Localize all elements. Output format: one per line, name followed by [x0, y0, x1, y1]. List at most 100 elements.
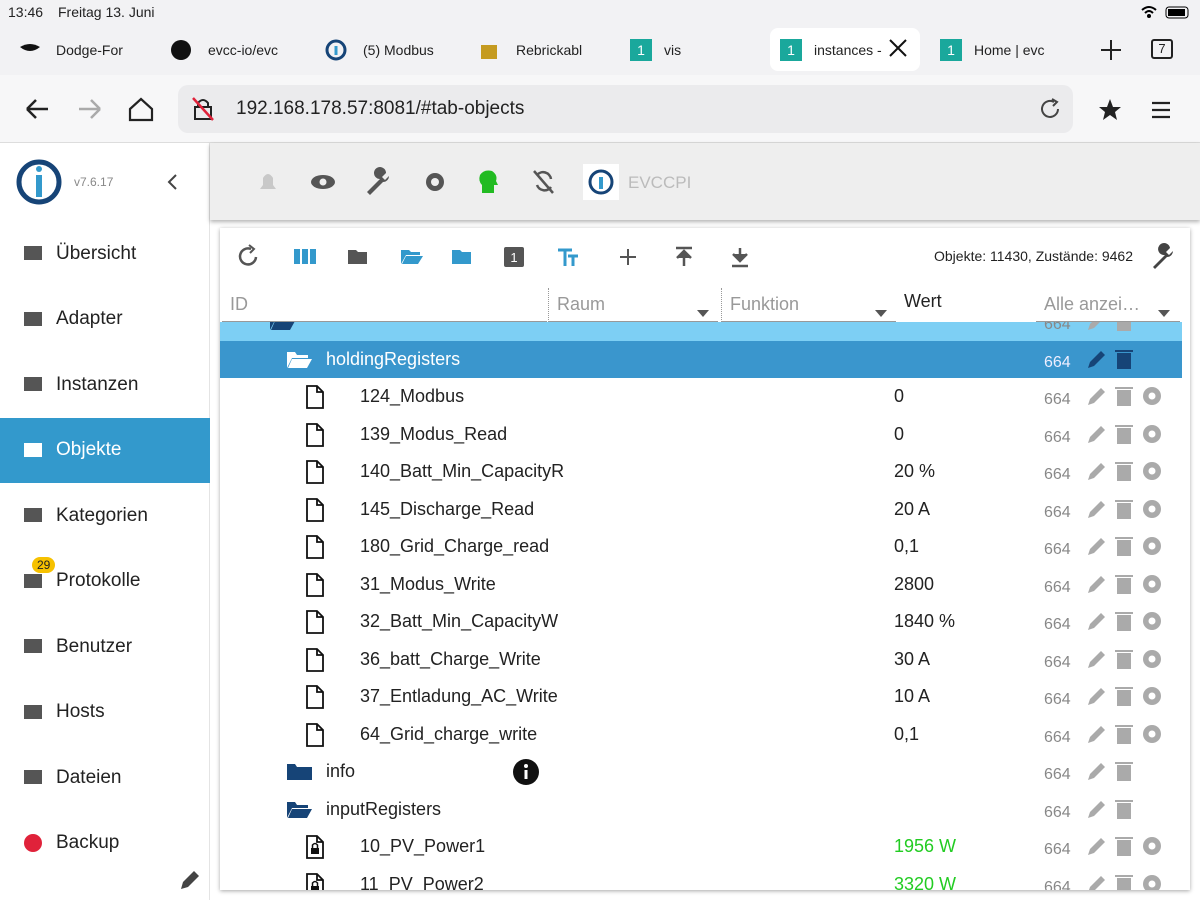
row-actions [1084, 834, 1164, 863]
nav-item[interactable]: Benutzer [0, 614, 210, 679]
row-actions [1084, 684, 1164, 713]
object-id: holdingRegisters [326, 349, 460, 370]
row-actions [1084, 872, 1164, 891]
tree-row[interactable]: 32_Batt_Min_CapacityW1840 %664 [220, 603, 1182, 641]
row-actions [1084, 797, 1164, 826]
status-icons [1140, 4, 1194, 20]
nav-icon [22, 440, 44, 466]
dropdown [875, 302, 887, 323]
object-value: 0 [894, 424, 904, 445]
tree-row[interactable]: 180_Grid_Charge_read0,1664 [220, 528, 1182, 566]
object-toolbar[interactable]: 1 [236, 244, 756, 270]
file-icon [304, 873, 332, 891]
nav-item[interactable]: Objekte [0, 418, 210, 483]
object-id: 10_PV_Power1 [360, 836, 485, 857]
nav-item[interactable]: Übersicht [0, 221, 210, 286]
object-tree: 664holdingRegisters664124_Modbus0664139_… [220, 322, 1182, 890]
object-value: 10 A [894, 686, 930, 707]
nav-item[interactable]: Backup [0, 811, 210, 876]
url-bar: 192.168.178.57:8081/#tab-objects [0, 75, 1200, 143]
object-id: 31_Modus_Write [360, 574, 496, 595]
folder-icon [286, 348, 314, 377]
toolbar-icons[interactable] [254, 167, 574, 197]
object-id: 37_Entladung_AC_Write [360, 686, 558, 707]
browser-tab[interactable]: 1vis [630, 28, 770, 71]
file-icon [304, 723, 332, 752]
toolbar: EVCCPI [210, 143, 1200, 220]
settings[interactable] [1148, 242, 1176, 270]
tree-row[interactable]: 664 [220, 322, 1182, 341]
folder-icon [286, 760, 314, 789]
row-actions [1084, 572, 1164, 601]
nav-item[interactable]: Adapter [0, 287, 210, 352]
tree-row[interactable]: inputRegisters664 [220, 791, 1182, 829]
file-icon [304, 610, 332, 639]
column-header[interactable]: Funktion [721, 288, 896, 322]
tree-row[interactable]: 36_batt_Charge_Write30 A664 [220, 641, 1182, 679]
tree-row[interactable]: holdingRegisters664 [220, 341, 1182, 379]
row-actions [1084, 609, 1164, 638]
tree-row[interactable]: 64_Grid_charge_write0,1664 [220, 716, 1182, 754]
tree-row[interactable]: 37_Entladung_AC_Write10 A664 [220, 678, 1182, 716]
bookmarks-menu[interactable] [1098, 97, 1178, 123]
browser-tab[interactable]: (5) Modbus [325, 28, 465, 71]
tree-row[interactable]: 140_Batt_Min_CapacityR20 %664 [220, 453, 1182, 491]
tab-icon [18, 39, 42, 61]
nav-item[interactable]: Instanzen [0, 352, 210, 417]
row-actions [1084, 759, 1164, 788]
column-header[interactable]: ID [222, 288, 547, 322]
file-icon [304, 498, 332, 527]
object-value: 1956 W [894, 836, 956, 857]
nav-label: Objekte [56, 439, 121, 461]
browser-tab[interactable]: Dodge-For [18, 28, 158, 71]
file-icon [304, 685, 332, 714]
nav-label: Benutzer [56, 636, 132, 658]
instance-name: EVCCPI [628, 173, 691, 193]
tree-row[interactable]: 11_PV_Power23320 W664 [220, 866, 1182, 891]
object-acl: 664 [1044, 579, 1071, 597]
nav-item[interactable]: Protokolle29 [0, 549, 210, 614]
folder-icon [269, 322, 297, 339]
column-header[interactable]: Raum [548, 288, 718, 322]
nav-item[interactable]: Dateien [0, 745, 210, 810]
object-value: 20 A [894, 499, 930, 520]
tab-label: evcc-io/evc [208, 42, 278, 58]
browser-tab[interactable]: 1Home | evc [940, 28, 1080, 71]
tab-label: Dodge-For [56, 42, 123, 58]
object-value: 3320 W [894, 874, 956, 890]
tree-row[interactable]: 31_Modus_Write 2800 664 [220, 566, 1182, 604]
row-actions [1084, 534, 1164, 563]
tree-row[interactable]: 139_Modus_Read0664 [220, 416, 1182, 454]
version: v7.6.17 [74, 175, 113, 189]
url-field[interactable]: 192.168.178.57:8081/#tab-objects [178, 85, 1073, 133]
object-value: 20 % [894, 461, 935, 482]
object-value: 0,1 [894, 536, 919, 557]
browser-tab[interactable]: 1instances - [770, 28, 920, 71]
nav-buttons[interactable] [22, 95, 162, 123]
nav-icon [22, 636, 44, 662]
tab-badge: 1 [780, 39, 802, 61]
object-id: 32_Batt_Min_CapacityW [360, 611, 558, 632]
browser-tab[interactable]: evcc-io/evc [170, 28, 310, 71]
object-value: 2800 [894, 574, 934, 595]
instance-logo [583, 164, 619, 200]
nav-item[interactable]: Kategorien [0, 483, 210, 548]
tree-row[interactable]: 10_PV_Power11956 W664 [220, 828, 1182, 866]
tree-row[interactable]: 145_Discharge_Read20 A664 [220, 491, 1182, 529]
file-icon [304, 573, 332, 602]
tab-label: vis [664, 42, 681, 58]
column-header[interactable]: Alle anzei… [1036, 288, 1180, 322]
collapse[interactable] [164, 173, 180, 191]
tab-count[interactable]: 7 [1151, 39, 1173, 59]
reload[interactable] [1038, 97, 1062, 121]
new-tab [1099, 38, 1123, 67]
info-icon [512, 758, 540, 791]
object-acl: 664 [1044, 322, 1071, 334]
tree-row[interactable]: 124_Modbus0664 [220, 378, 1182, 416]
tab-close[interactable] [888, 38, 908, 61]
browser-tab[interactable]: Rebrickabl [478, 28, 618, 71]
nav-badge: 29 [32, 557, 55, 573]
nav-item[interactable]: Hosts [0, 680, 210, 745]
tree-row[interactable]: info664 [220, 753, 1182, 791]
row-actions [1084, 322, 1164, 338]
